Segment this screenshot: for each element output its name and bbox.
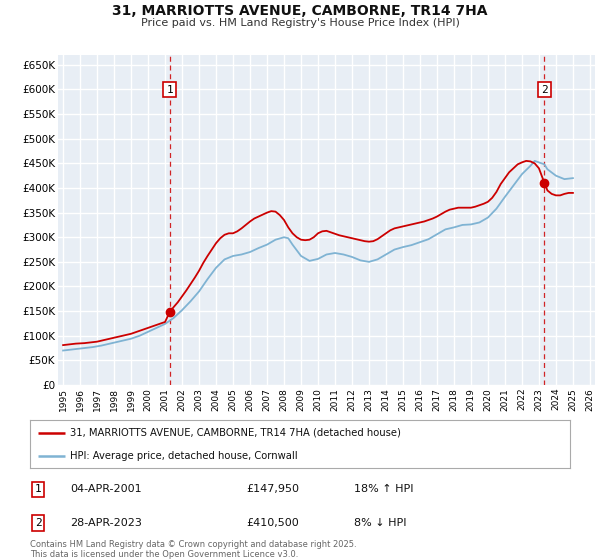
Text: 18% ↑ HPI: 18% ↑ HPI bbox=[354, 484, 413, 494]
Text: Price paid vs. HM Land Registry's House Price Index (HPI): Price paid vs. HM Land Registry's House … bbox=[140, 18, 460, 28]
Text: Contains HM Land Registry data © Crown copyright and database right 2025.
This d: Contains HM Land Registry data © Crown c… bbox=[30, 540, 356, 559]
Text: 04-APR-2001: 04-APR-2001 bbox=[71, 484, 142, 494]
Text: 1: 1 bbox=[35, 484, 41, 494]
Text: 1: 1 bbox=[166, 85, 173, 95]
Text: £410,500: £410,500 bbox=[246, 518, 299, 528]
Text: HPI: Average price, detached house, Cornwall: HPI: Average price, detached house, Corn… bbox=[71, 451, 298, 461]
Text: 2: 2 bbox=[35, 518, 41, 528]
Text: 28-APR-2023: 28-APR-2023 bbox=[71, 518, 142, 528]
Text: 8% ↓ HPI: 8% ↓ HPI bbox=[354, 518, 407, 528]
Text: 2: 2 bbox=[541, 85, 548, 95]
Text: £147,950: £147,950 bbox=[246, 484, 299, 494]
Text: 31, MARRIOTTS AVENUE, CAMBORNE, TR14 7HA (detached house): 31, MARRIOTTS AVENUE, CAMBORNE, TR14 7HA… bbox=[71, 428, 401, 438]
Text: 31, MARRIOTTS AVENUE, CAMBORNE, TR14 7HA: 31, MARRIOTTS AVENUE, CAMBORNE, TR14 7HA bbox=[112, 4, 488, 18]
